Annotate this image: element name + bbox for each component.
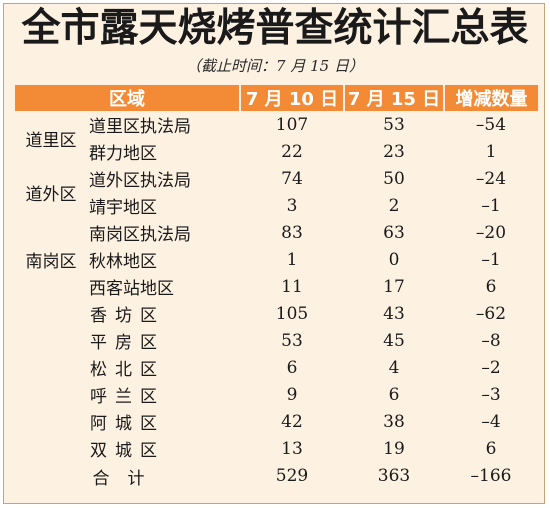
page-subtitle: （截止时间：7 月 15 日） — [186, 57, 364, 75]
cell-jul15: 6 — [388, 384, 400, 405]
cell-jul15: 19 — [383, 438, 405, 459]
table-row: 群力地区 22 23 1 — [15, 138, 538, 165]
cell-jul10: 13 — [281, 438, 303, 459]
group-daoli: 道里区 — [25, 130, 77, 151]
cell-change: –62 — [475, 303, 507, 324]
cell-jul15: 2 — [388, 195, 400, 216]
table-row: 平房区 53 45 –8 — [15, 327, 538, 354]
header-jul15: 7 月 15 日 — [344, 85, 445, 111]
table-row: 秋林地区 1 0 –1 — [15, 246, 538, 273]
cell-jul15: 4 — [388, 357, 400, 378]
cell-change: –1 — [481, 249, 501, 270]
table-row: 松北区 6 4 –2 — [15, 354, 538, 381]
row-sub: 道外区执法局 — [89, 171, 191, 191]
cell-jul10: 83 — [281, 222, 303, 243]
table-row: 呼兰区 9 6 –3 — [15, 381, 538, 408]
district-hulan: 呼兰区 — [90, 387, 165, 407]
cell-jul15: 43 — [383, 303, 405, 324]
total-change: –166 — [470, 466, 512, 486]
table-row: 香坊区 105 43 –62 — [15, 300, 538, 327]
cell-change: –3 — [481, 384, 501, 405]
header-jul10: 7 月 10 日 — [240, 85, 345, 111]
cell-jul15: 23 — [383, 141, 405, 162]
page-title: 全市露天烧烤普查统计汇总表 — [21, 6, 529, 51]
cell-change: –54 — [475, 114, 507, 135]
total-row: 合计 529 363 –166 — [15, 462, 538, 490]
cell-change: 6 — [485, 276, 497, 297]
cell-jul15: 38 — [383, 411, 405, 432]
table-row: 阿城区 42 38 –4 — [15, 408, 538, 435]
row-sub: 群力地区 — [89, 144, 157, 164]
district-shuangcheng: 双城区 — [90, 441, 165, 461]
cell-jul10: 1 — [286, 249, 298, 270]
table-row: 南岗区 南岗区执法局 83 63 –20 — [15, 219, 538, 273]
district-pingfang: 平房区 — [90, 333, 165, 353]
cell-jul10: 6 — [286, 357, 298, 378]
cell-jul15: 17 — [383, 276, 405, 297]
district-songbei: 松北区 — [90, 360, 165, 380]
cell-jul10: 74 — [281, 168, 303, 189]
cell-change: –8 — [481, 330, 501, 351]
row-sub: 南岗区执法局 — [89, 225, 191, 245]
cell-jul10: 107 — [275, 114, 309, 135]
district-acheng: 阿城区 — [90, 414, 165, 434]
cell-jul10: 42 — [281, 411, 303, 432]
total-label: 合计 — [92, 468, 163, 489]
summary-table: 区域 7 月 10 日 7 月 15 日 增减数量 道里区 道里区执法局 107… — [15, 85, 538, 490]
cell-jul10: 9 — [286, 384, 298, 405]
cell-jul15: 53 — [383, 114, 405, 135]
cell-change: –24 — [475, 168, 507, 189]
row-sub: 秋林地区 — [89, 252, 157, 272]
header-change: 增减数量 — [444, 85, 538, 111]
cell-jul15: 0 — [388, 249, 400, 270]
table-row: 道里区 道里区执法局 107 53 –54 — [15, 111, 538, 151]
group-daowai: 道外区 — [25, 184, 77, 205]
group-nangang: 南岗区 — [25, 252, 77, 272]
row-sub: 道里区执法局 — [89, 117, 191, 137]
district-xiangfang: 香坊区 — [90, 306, 165, 326]
cell-change: –20 — [475, 222, 507, 243]
cell-change: –4 — [481, 411, 501, 432]
header-row: 区域 7 月 10 日 7 月 15 日 增减数量 — [15, 85, 538, 111]
cell-jul10: 3 — [286, 195, 298, 216]
cell-change: 1 — [485, 141, 497, 162]
total-jul15: 363 — [377, 466, 411, 486]
header-region: 区域 — [15, 85, 241, 111]
table-row: 双城区 13 19 6 — [15, 435, 538, 462]
cell-jul15: 63 — [383, 222, 405, 243]
row-sub: 西客站地区 — [89, 279, 174, 299]
cell-jul10: 105 — [275, 303, 309, 324]
cell-jul10: 11 — [281, 276, 303, 297]
cell-change: –2 — [481, 357, 501, 378]
total-jul10: 529 — [275, 466, 309, 486]
cell-jul10: 22 — [281, 141, 303, 162]
cell-jul15: 50 — [383, 168, 405, 189]
cell-jul15: 45 — [383, 330, 405, 351]
row-sub: 靖宇地区 — [89, 198, 157, 218]
table-row: 道外区 道外区执法局 74 50 –24 — [15, 165, 538, 205]
cell-change: 6 — [485, 438, 497, 459]
cell-change: –1 — [481, 195, 501, 216]
table-row: 靖宇地区 3 2 –1 — [15, 192, 538, 219]
table-row: 西客站地区 11 17 6 — [15, 273, 538, 300]
cell-jul10: 53 — [281, 330, 303, 351]
